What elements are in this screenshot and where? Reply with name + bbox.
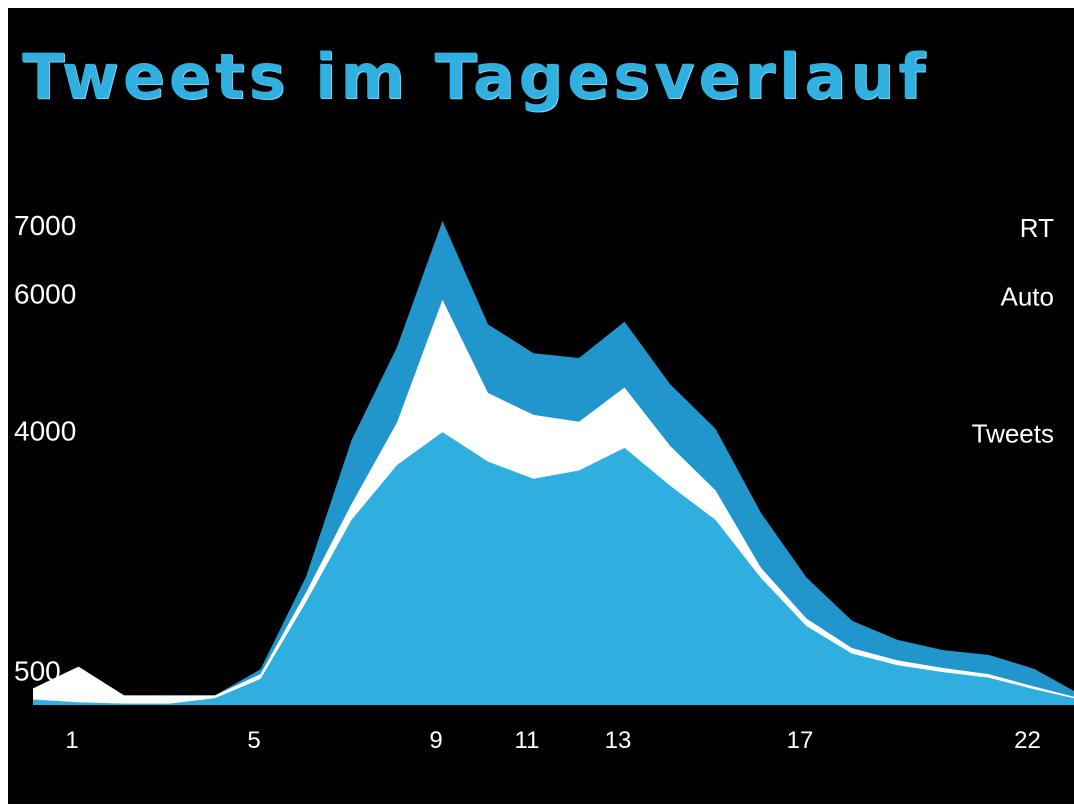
x-tick-label: 11 — [515, 727, 540, 754]
series-area-tweets — [33, 432, 1074, 705]
x-tick-label: 13 — [605, 727, 632, 754]
y-tick-label: 6000 — [14, 279, 76, 310]
legend-label-rt: RT — [1020, 213, 1054, 243]
x-tick-label: 5 — [247, 727, 260, 754]
chart-title: Tweets im Tagesverlauf — [22, 40, 930, 113]
x-tick-label: 17 — [787, 727, 814, 754]
legend-label-tweets: Tweets — [972, 419, 1054, 449]
x-tick-label: 9 — [429, 727, 442, 754]
legend-label-auto: Auto — [1001, 282, 1055, 312]
x-tick-label: 22 — [1014, 727, 1041, 754]
x-tick-label: 1 — [65, 727, 78, 754]
y-tick-label: 4000 — [14, 416, 76, 447]
y-tick-label: 500 — [14, 656, 61, 687]
y-tick-label: 7000 — [14, 210, 76, 241]
